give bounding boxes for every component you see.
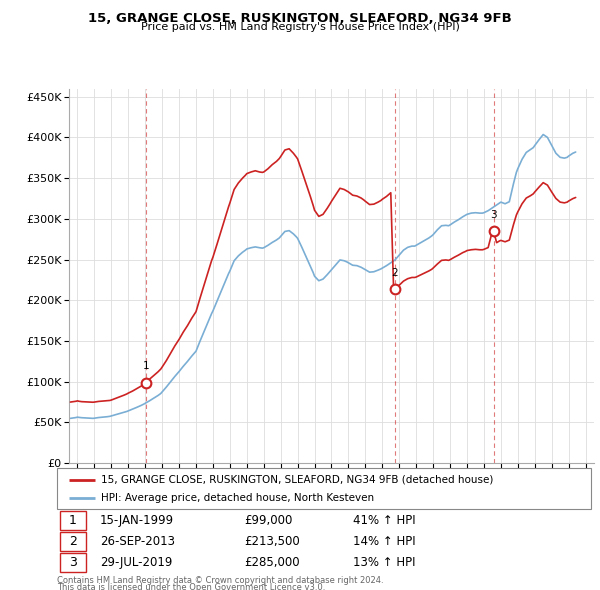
Text: 26-SEP-2013: 26-SEP-2013 — [100, 535, 175, 548]
Text: 2: 2 — [69, 535, 77, 548]
Text: 15, GRANGE CLOSE, RUSKINGTON, SLEAFORD, NG34 9FB (detached house): 15, GRANGE CLOSE, RUSKINGTON, SLEAFORD, … — [101, 475, 493, 485]
FancyBboxPatch shape — [60, 532, 86, 551]
Text: 15-JAN-1999: 15-JAN-1999 — [100, 514, 174, 527]
Text: 15, GRANGE CLOSE, RUSKINGTON, SLEAFORD, NG34 9FB: 15, GRANGE CLOSE, RUSKINGTON, SLEAFORD, … — [88, 12, 512, 25]
Text: This data is licensed under the Open Government Licence v3.0.: This data is licensed under the Open Gov… — [57, 583, 325, 590]
Text: 3: 3 — [69, 556, 77, 569]
Text: £213,500: £213,500 — [244, 535, 299, 548]
Text: 2: 2 — [391, 268, 398, 278]
Text: £99,000: £99,000 — [244, 514, 292, 527]
Text: £285,000: £285,000 — [244, 556, 299, 569]
FancyBboxPatch shape — [60, 511, 86, 530]
Text: 1: 1 — [143, 361, 149, 371]
Text: HPI: Average price, detached house, North Kesteven: HPI: Average price, detached house, Nort… — [101, 493, 374, 503]
FancyBboxPatch shape — [57, 468, 591, 509]
Text: 1: 1 — [69, 514, 77, 527]
Text: 41% ↑ HPI: 41% ↑ HPI — [353, 514, 416, 527]
FancyBboxPatch shape — [60, 553, 86, 572]
Text: Price paid vs. HM Land Registry's House Price Index (HPI): Price paid vs. HM Land Registry's House … — [140, 22, 460, 32]
Text: 3: 3 — [490, 209, 497, 219]
Text: 29-JUL-2019: 29-JUL-2019 — [100, 556, 172, 569]
Text: 13% ↑ HPI: 13% ↑ HPI — [353, 556, 416, 569]
Text: 14% ↑ HPI: 14% ↑ HPI — [353, 535, 416, 548]
Text: Contains HM Land Registry data © Crown copyright and database right 2024.: Contains HM Land Registry data © Crown c… — [57, 576, 383, 585]
